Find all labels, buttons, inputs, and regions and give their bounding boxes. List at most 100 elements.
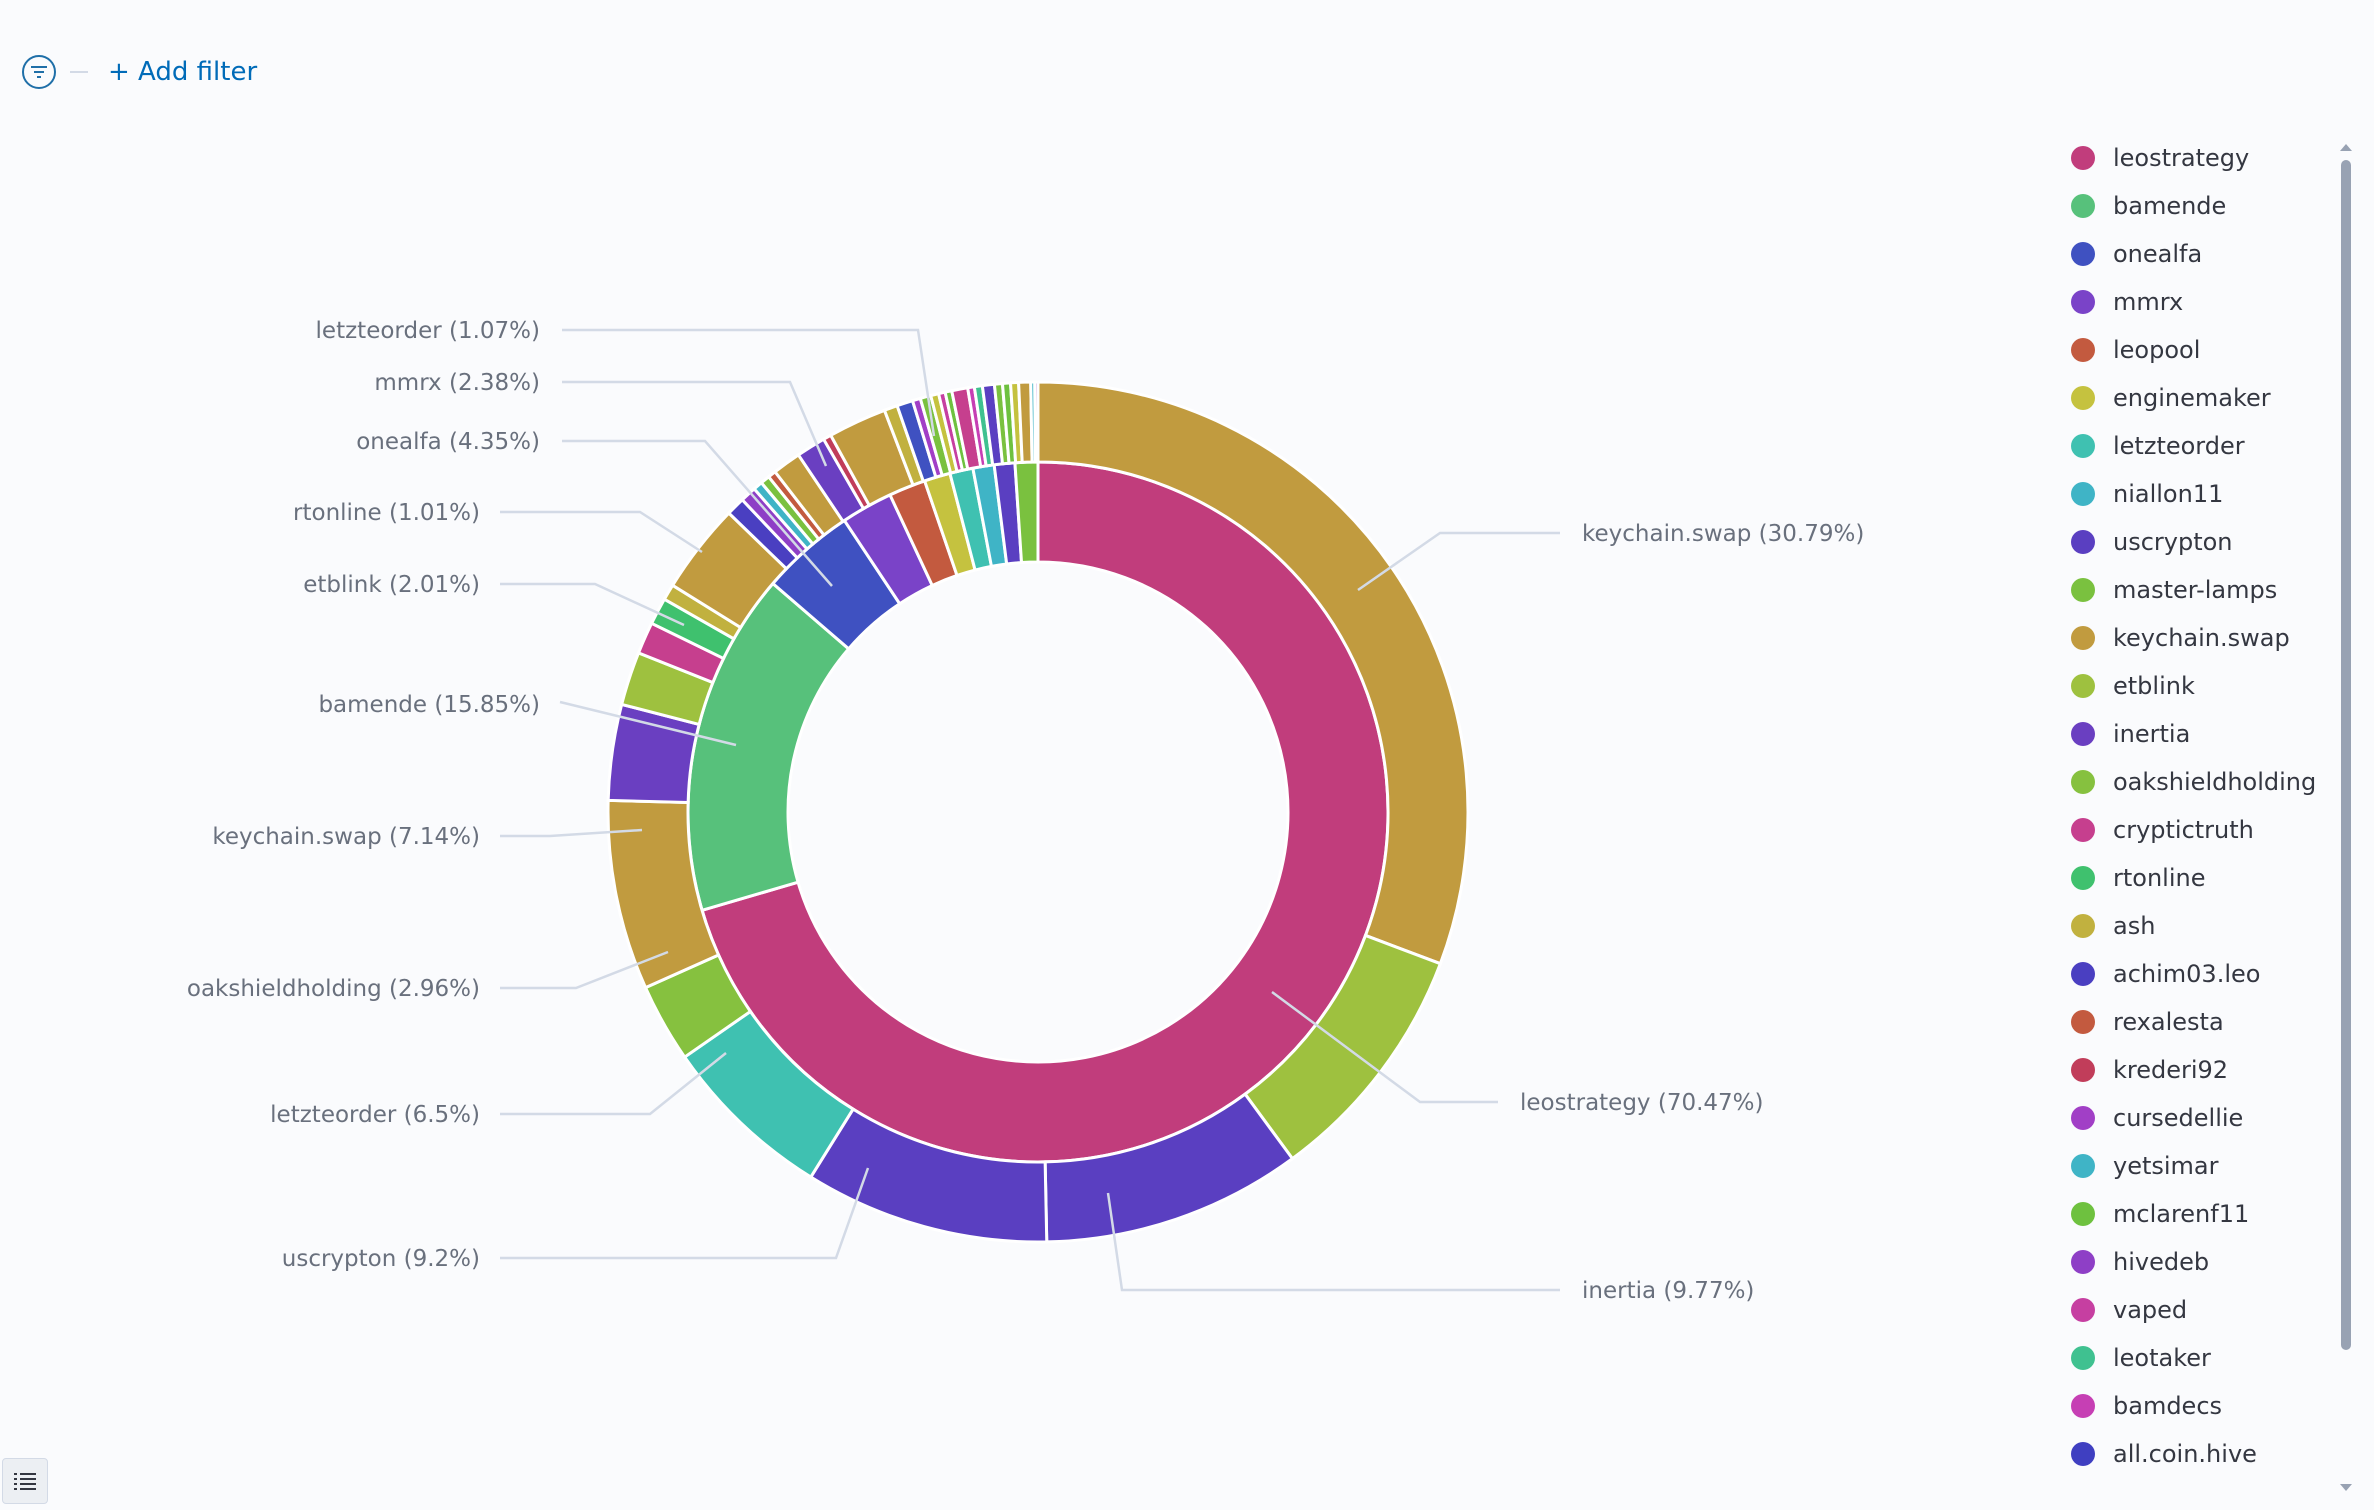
legend-item-cursedellie[interactable]: cursedellie xyxy=(2066,1100,2243,1136)
legend-color-dot-icon xyxy=(2071,674,2095,698)
legend-label: keychain.swap xyxy=(2113,624,2290,652)
filter-icon[interactable] xyxy=(22,55,56,89)
legend-item-onealfa[interactable]: onealfa xyxy=(2066,236,2202,272)
legend-color-dot-icon xyxy=(2071,962,2095,986)
legend-color-dot-icon xyxy=(2071,290,2095,314)
legend-label: inertia xyxy=(2113,720,2191,748)
scrollbar-thumb[interactable] xyxy=(2341,160,2351,1350)
legend-label: rexalesta xyxy=(2113,1008,2224,1036)
legend-label: enginemaker xyxy=(2113,384,2271,412)
legend-item-niallon11[interactable]: niallon11 xyxy=(2066,476,2223,512)
legend-label: letzteorder xyxy=(2113,432,2245,460)
legend-item-uscrypton[interactable]: uscrypton xyxy=(2066,524,2233,560)
chart-rings xyxy=(606,380,1470,1244)
legend-label: etblink xyxy=(2113,672,2195,700)
callout-label: rtonline (1.01%) xyxy=(293,500,480,526)
legend: leostrategy bamende onealfa mmrx leopool engi… xyxy=(2066,140,2316,1480)
callout-leader-line xyxy=(500,1167,870,1260)
legend-label: vaped xyxy=(2113,1296,2188,1324)
legend-item-enginemaker[interactable]: enginemaker xyxy=(2066,380,2271,416)
outer-slice-keychain.swap[interactable] xyxy=(1036,380,1470,966)
legend-color-dot-icon xyxy=(2071,482,2095,506)
legend-label: uscrypton xyxy=(2113,528,2233,556)
callout-leader-line xyxy=(1106,1192,1560,1292)
legend-item-oakshieldholding[interactable]: oakshieldholding xyxy=(2066,764,2316,800)
legend-label: cursedellie xyxy=(2113,1104,2244,1132)
callout-leader-line xyxy=(500,828,643,838)
legend-label: bamende xyxy=(2113,192,2227,220)
legend-item-cryptictruth[interactable]: cryptictruth xyxy=(2066,812,2254,848)
outer-slice-cursedellie[interactable] xyxy=(1033,380,1040,464)
list-icon xyxy=(14,1473,36,1490)
callout-label: letzteorder (6.5%) xyxy=(270,1102,480,1128)
callout-label: uscrypton (9.2%) xyxy=(282,1246,480,1272)
legend-color-dot-icon xyxy=(2071,242,2095,266)
legend-label: rtonline xyxy=(2113,864,2206,892)
legend-item-rtonline[interactable]: rtonline xyxy=(2066,860,2205,896)
legend-item-ash[interactable]: ash xyxy=(2066,908,2155,944)
legend-color-dot-icon xyxy=(2071,866,2095,890)
callout-leader-line xyxy=(562,380,828,467)
legend-label: achim03.leo xyxy=(2113,960,2261,988)
callout-leader-line xyxy=(1271,990,1498,1104)
callout-leader-line xyxy=(562,328,936,437)
legend-color-dot-icon xyxy=(2071,722,2095,746)
legend-item-rexalesta[interactable]: rexalesta xyxy=(2066,1004,2224,1040)
legend-color-dot-icon xyxy=(2071,338,2095,362)
legend-item-all.coin.hive[interactable]: all.coin.hive xyxy=(2066,1436,2257,1472)
legend-toggle-button[interactable] xyxy=(2,1458,48,1504)
legend-item-leopool[interactable]: leopool xyxy=(2066,332,2200,368)
callout-label: oakshieldholding (2.96%) xyxy=(187,976,480,1002)
legend-item-achim03.leo[interactable]: achim03.leo xyxy=(2066,956,2260,992)
callout-label: onealfa (4.35%) xyxy=(356,429,540,455)
legend-item-letzteorder[interactable]: letzteorder xyxy=(2066,428,2245,464)
legend-item-inertia[interactable]: inertia xyxy=(2066,716,2190,752)
legend-label: krederi92 xyxy=(2113,1056,2229,1084)
legend-item-mmrx[interactable]: mmrx xyxy=(2066,284,2183,320)
callout-label: inertia (9.77%) xyxy=(1582,1278,1754,1304)
legend-item-hivedeb[interactable]: hivedeb xyxy=(2066,1244,2209,1280)
callout-label: keychain.swap (7.14%) xyxy=(212,824,480,850)
legend-item-bamende[interactable]: bamende xyxy=(2066,188,2226,224)
legend-item-etblink[interactable]: etblink xyxy=(2066,668,2195,704)
callout-label: etblink (2.01%) xyxy=(303,572,480,598)
legend-label: leotaker xyxy=(2113,1344,2211,1372)
callout-leader-line xyxy=(1357,531,1560,592)
legend-color-dot-icon xyxy=(2071,386,2095,410)
legend-item-vaped[interactable]: vaped xyxy=(2066,1292,2187,1328)
legend-item-master-lamps[interactable]: master-lamps xyxy=(2066,572,2277,608)
legend-color-dot-icon xyxy=(2071,1106,2095,1130)
legend-label: all.coin.hive xyxy=(2113,1440,2257,1468)
legend-scrollbar[interactable] xyxy=(2339,140,2353,1495)
legend-color-dot-icon xyxy=(2071,434,2095,458)
legend-item-krederi92[interactable]: krederi92 xyxy=(2066,1052,2228,1088)
callout-group: keychain.swap (30.79%) leostrategy (70.47… xyxy=(187,318,1864,1304)
callout-label: bamende (15.85%) xyxy=(318,692,540,718)
scroll-up-icon[interactable] xyxy=(2340,144,2352,151)
legend-item-leostrategy[interactable]: leostrategy xyxy=(2066,140,2249,176)
legend-color-dot-icon xyxy=(2071,1298,2095,1322)
callout-leader-line xyxy=(500,1052,727,1116)
legend-label: master-lamps xyxy=(2113,576,2278,604)
legend-item-leotaker[interactable]: leotaker xyxy=(2066,1340,2211,1376)
legend-item-bamdecs[interactable]: bamdecs xyxy=(2066,1388,2222,1424)
legend-color-dot-icon xyxy=(2071,1202,2095,1226)
legend-label: bamdecs xyxy=(2113,1392,2223,1420)
legend-label: hivedeb xyxy=(2113,1248,2210,1276)
legend-item-yetsimar[interactable]: yetsimar xyxy=(2066,1148,2219,1184)
legend-label: mmrx xyxy=(2113,288,2184,316)
legend-label: oakshieldholding xyxy=(2113,768,2316,796)
callout-leader-line xyxy=(500,510,703,554)
legend-color-dot-icon xyxy=(2071,1250,2095,1274)
filter-bar: + Add filter xyxy=(22,52,257,92)
callout-leader-line xyxy=(500,950,669,990)
legend-color-dot-icon xyxy=(2071,1442,2095,1466)
legend-item-keychain.swap[interactable]: keychain.swap xyxy=(2066,620,2290,656)
legend-item-mclarenf11[interactable]: mclarenf11 xyxy=(2066,1196,2249,1232)
legend-label: niallon11 xyxy=(2113,480,2224,508)
legend-color-dot-icon xyxy=(2071,1154,2095,1178)
add-filter-button[interactable]: + Add filter xyxy=(108,57,258,87)
legend-color-dot-icon xyxy=(2071,194,2095,218)
scroll-down-icon[interactable] xyxy=(2340,1484,2352,1491)
legend-label: leostrategy xyxy=(2113,144,2250,172)
